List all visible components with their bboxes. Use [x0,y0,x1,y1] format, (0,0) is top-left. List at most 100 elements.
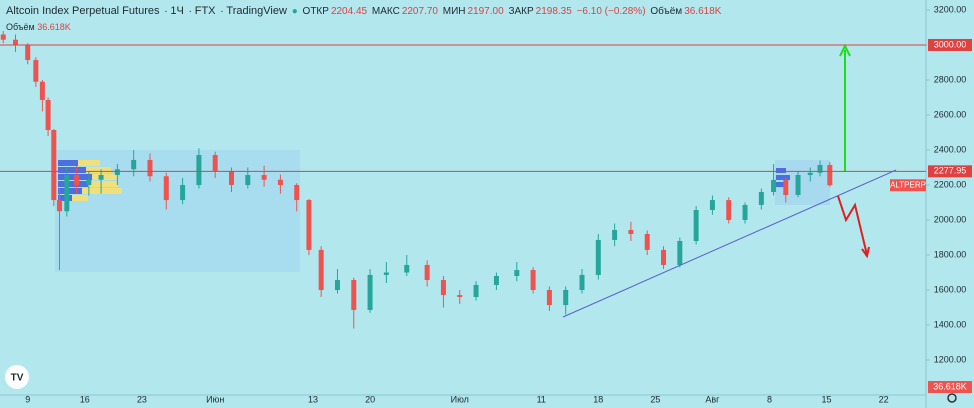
candle-body [827,165,833,186]
candle-body [612,229,618,240]
candle-body [546,289,552,306]
x-tick-label: 23 [137,394,147,404]
candle-body [758,191,764,205]
candle-body [783,179,789,195]
candle-body [383,272,389,275]
green-arrow [839,43,851,172]
x-tick-label: Июл [451,394,469,404]
candle-body [294,184,300,201]
candle-body [795,175,801,195]
y-tick-label: 1400.00 [934,319,967,329]
tv-logo: TV [5,365,29,389]
y-tick-label: 2600.00 [934,109,967,119]
volume-value: 36.618K [37,22,71,32]
settings-icon[interactable] [947,393,957,403]
symbol: Altcoin Index Perpetual Futures [6,5,160,17]
candle-body [334,280,340,290]
y-tick-label: 1800.00 [934,249,967,259]
candle-body [131,159,137,170]
candle-body [644,233,650,250]
candle-body [817,165,823,173]
volume-axis-box [928,381,972,393]
candle-body [493,275,499,285]
candle-body [709,200,715,211]
candle-body [742,204,748,220]
x-tick-label: 15 [822,394,832,404]
trend-line [562,169,897,318]
source: TradingView [226,5,287,17]
candle-body [39,81,45,100]
x-tick-label: 9 [25,394,30,404]
change-value: −6.10 (−0.28%) [576,6,646,17]
interval: 1Ч [170,5,184,17]
price-label: 2277.95 [934,166,967,176]
candle-body [424,264,430,281]
candle-body [0,34,6,40]
x-tick-label: Июн [206,394,224,404]
candle-body [404,264,410,273]
price-label-box [928,38,972,51]
y-tick-label: 1200.00 [934,354,967,364]
candle-body [277,179,283,185]
open-value: 2204.45 [330,6,368,17]
volume-profile [58,160,790,201]
candle-body [57,200,63,212]
x-tick-label: 18 [593,394,603,404]
x-tick-label: 11 [537,394,546,404]
low-value: 2197.00 [467,6,504,17]
candle-body [579,274,585,290]
x-tick-label: 8 [767,394,772,404]
candle-body [563,289,569,306]
candle-body [351,280,357,310]
candle-body [229,170,234,185]
candle-body [807,172,813,176]
candle-body [457,295,463,297]
y-tick-label: 2000.00 [934,214,967,224]
y-tick-label: 3200.00 [934,4,967,14]
candle-body [163,176,169,201]
close-label: ЗАКР [508,6,534,17]
candle-body [530,270,536,290]
candle-body [86,179,92,185]
candle-body [98,175,104,180]
open-label: ОТКР [302,6,329,17]
candle-body [628,229,634,234]
candle-body [771,179,777,192]
candle-body [367,274,373,310]
candle-body [196,155,202,185]
candle-body [33,60,39,82]
candle-body [726,200,732,220]
candle-body [514,270,520,276]
volume-legend: Объём 36.618K [6,22,71,32]
y-tick-label: 1600.00 [934,284,967,294]
red-arrow [837,195,870,259]
x-tick-label: 16 [80,394,90,404]
candle-body [245,175,251,185]
x-tick-label: 22 [879,394,889,404]
candle-body [212,155,218,171]
candle-body [25,44,31,61]
candle-body [677,240,683,265]
legend-header: Altcoin Index Perpetual Futures · 1Ч · F… [6,5,722,17]
x-tick-label: 25 [650,394,660,404]
candle-body [693,210,699,241]
price-axis [926,0,974,408]
symbol-tag-box [890,179,926,192]
volume-label: Объём [6,22,35,32]
candle-body [114,169,120,176]
volume-label: Объём [650,6,683,17]
candle-body [147,159,153,177]
candle-body [306,200,312,250]
y-tick-label: 2200.00 [934,179,967,189]
candle-body [64,175,70,212]
x-tick-label: 20 [365,394,375,404]
price-label: 3000.00 [934,39,967,49]
candle-body [261,175,267,180]
candle-body [45,99,51,131]
y-tick-label: 2400.00 [934,144,967,154]
candle-body [51,130,57,201]
high-label: МАКС [371,6,400,17]
candle-body [74,175,80,185]
volume-axis-label: 36.618K [933,381,967,391]
